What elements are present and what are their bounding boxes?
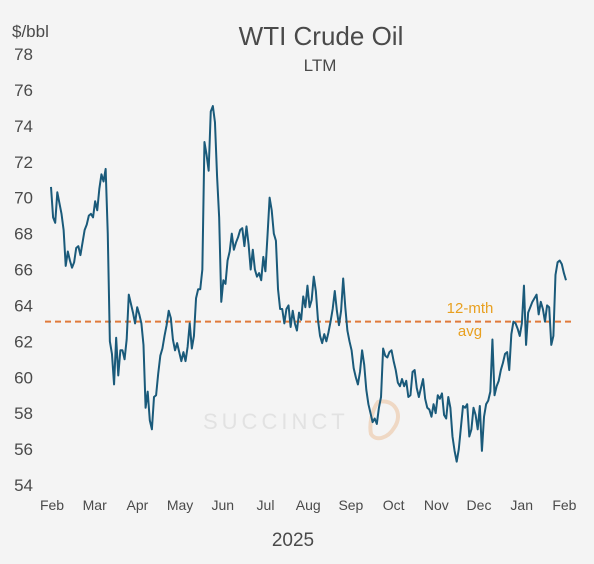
x-tick-label: Jun — [212, 497, 235, 513]
y-axis-label: $/bbl — [12, 22, 49, 41]
y-tick-label: 58 — [14, 404, 33, 423]
x-axis-label: 2025 — [272, 530, 314, 551]
x-tick-label: Sep — [338, 497, 363, 513]
watermark-text: SUCCINCT — [203, 409, 349, 434]
y-axis-ticks: 54 56 58 60 62 64 66 68 70 72 74 76 78 — [14, 45, 33, 495]
x-tick-label: Feb — [40, 497, 64, 513]
y-tick-label: 68 — [14, 225, 33, 244]
x-tick-label: May — [167, 497, 193, 513]
x-tick-label: Nov — [424, 497, 449, 513]
y-tick-label: 62 — [14, 332, 33, 351]
x-tick-label: Jan — [510, 497, 533, 513]
x-tick-label: Feb — [552, 497, 576, 513]
x-tick-label: Mar — [83, 497, 107, 513]
y-tick-label: 74 — [14, 117, 33, 136]
reference-line-label-1: 12-mth — [447, 300, 494, 317]
x-tick-label: Apr — [127, 497, 149, 513]
y-tick-label: 78 — [14, 45, 33, 64]
series-line — [50, 105, 567, 463]
y-tick-label: 76 — [14, 81, 33, 100]
x-tick-label: Aug — [296, 497, 321, 513]
x-tick-label: Oct — [383, 497, 405, 513]
chart-subtitle: LTM — [304, 56, 337, 75]
series-group — [50, 105, 567, 463]
x-tick-label: Dec — [467, 497, 492, 513]
y-tick-label: 64 — [14, 296, 33, 315]
chart-title: WTI Crude Oil — [239, 21, 404, 51]
y-tick-label: 60 — [14, 368, 33, 387]
x-tick-label: Jul — [257, 497, 275, 513]
watermark: SUCCINCT — [203, 399, 400, 441]
reference-line-label-2: avg — [458, 323, 482, 340]
x-axis-ticks: Feb Mar Apr May Jun Jul Aug Sep Oct Nov Dec Jan Feb — [40, 497, 577, 513]
y-tick-label: 72 — [14, 153, 33, 172]
y-tick-label: 56 — [14, 440, 33, 459]
y-tick-label: 70 — [14, 189, 33, 208]
y-tick-label: 66 — [14, 261, 33, 280]
y-tick-label: 54 — [14, 476, 33, 495]
